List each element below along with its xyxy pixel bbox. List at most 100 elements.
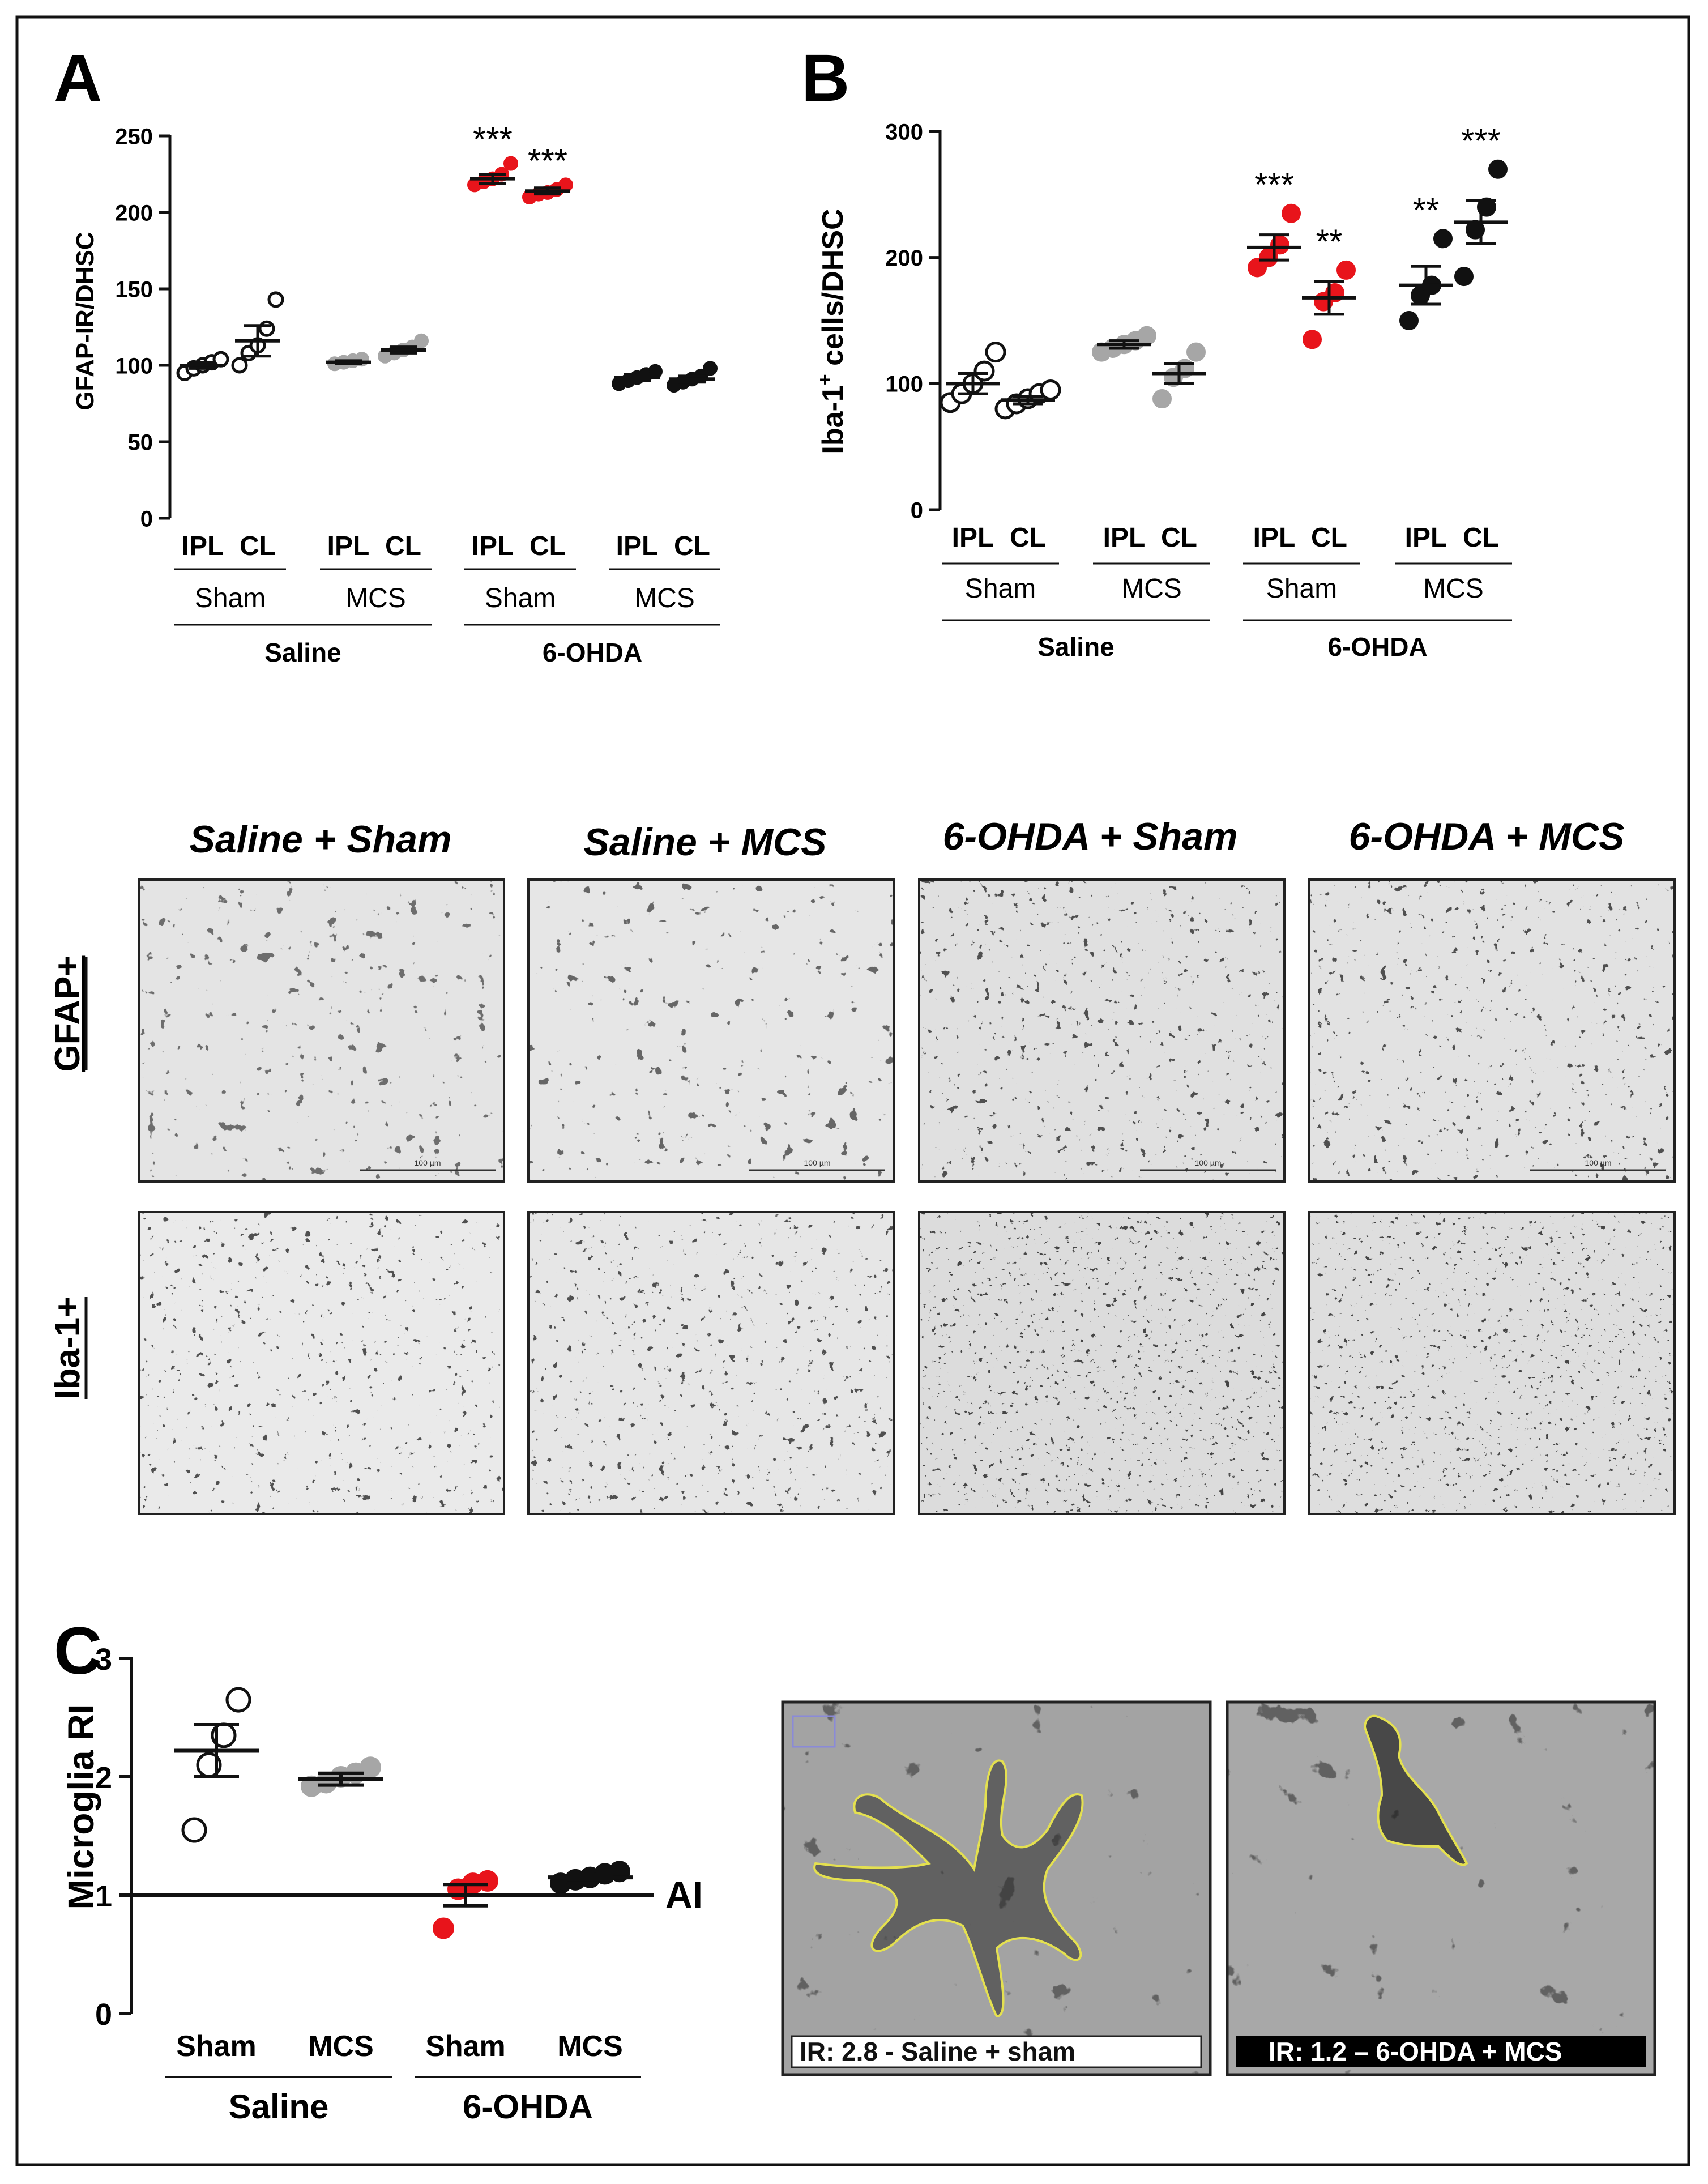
panel-b-axes <box>929 130 942 511</box>
panel-b-tick-labels: 0 100 200 300 <box>885 120 923 523</box>
scale-bar-label: 100 µm <box>415 1158 441 1167</box>
B-data-point <box>1303 330 1322 349</box>
A-data-point <box>703 361 718 376</box>
B-subgroup-label: Sham <box>1266 574 1337 604</box>
micrograph-gfap-saline-sham: 100 µm <box>138 878 505 1183</box>
scale-bar-label: 100 µm <box>1195 1158 1222 1167</box>
panel-c-mean-sem-bars <box>174 1723 633 1908</box>
A-group-label: 6-OHDA <box>543 638 642 667</box>
B-data-point <box>973 360 995 382</box>
panel-a-tick-labels: 0 50 100 150 200 250 <box>115 124 153 531</box>
B-data-point <box>1137 326 1156 345</box>
B-data-point <box>1152 389 1172 409</box>
panel-a: A 0 50 100 150 200 250 GFAP-IR/DHSC *** *** IP… <box>54 41 720 667</box>
B-data-point <box>1040 379 1061 400</box>
B-category-label: IPL <box>1253 523 1296 553</box>
A-category-label: IPL <box>327 531 370 561</box>
micrograph-iba1-saline-sham <box>138 1211 505 1515</box>
A-data-point <box>258 320 275 337</box>
panel-b-letter: B <box>801 41 849 116</box>
C-group-label: 6-OHDA <box>463 2088 593 2126</box>
C-category-label: Sham <box>425 2030 506 2063</box>
C-group-label: Saline <box>229 2088 329 2126</box>
B-category-label: IPL <box>952 523 994 553</box>
C-y-tick-label: 2 <box>95 1761 112 1795</box>
C-y-tick-label: 3 <box>95 1643 112 1677</box>
micrograph-gfap-6ohda-mcs: 100 µm <box>1308 878 1676 1183</box>
panel-b-subgroup-labels: Sham MCS Sham MCS <box>942 562 1512 604</box>
B-data-point <box>1433 229 1453 249</box>
B-data-point <box>1399 311 1419 330</box>
selection-box <box>792 1715 836 1748</box>
scale-bar-label: 100 µm <box>804 1158 831 1167</box>
A-category-label: CL <box>385 531 421 561</box>
A-significance-label: *** <box>473 121 513 159</box>
panel-a-letter: A <box>54 41 102 116</box>
A-data-point <box>414 333 429 348</box>
cell-outline-amoeboid <box>1363 1714 1468 1866</box>
panel-b-significance-labels: ********** <box>1254 122 1501 261</box>
panel-a-subgroup-labels: Sham MCS Sham MCS <box>174 568 720 613</box>
cell-outline-ramified <box>813 1759 1084 2018</box>
zoom-image-saline-sham: IR: 2.8 - Saline + sham <box>781 1700 1212 2076</box>
panel-c-category-labels: Sham MCS Sham MCS <box>176 2030 623 2063</box>
column-title-saline-mcs: Saline + MCS <box>584 821 827 864</box>
B-subgroup-label: Sham <box>965 574 1036 604</box>
zoom-image-6ohda-mcs: IR: 1.2 – 6-OHDA + MCS <box>1226 1700 1656 2076</box>
B-y-tick-label: 300 <box>885 120 923 144</box>
B-significance-label: ** <box>1316 223 1343 261</box>
B-y-tick-label: 100 <box>885 372 923 397</box>
panel-b-y-label-rest: cells/DHSC <box>817 208 849 374</box>
B-group-label: 6-OHDA <box>1327 632 1427 662</box>
C-y-tick-label: 0 <box>95 1998 112 2032</box>
zoom-caption-6ohda-mcs: IR: 1.2 – 6-OHDA + MCS <box>1269 2037 1562 2066</box>
micrograph-iba1-6ohda-mcs <box>1308 1211 1676 1515</box>
A-group-label: Saline <box>264 638 341 667</box>
B-category-label: CL <box>1311 523 1347 553</box>
B-subgroup-label: MCS <box>1121 574 1182 604</box>
B-data-point <box>1336 260 1356 280</box>
C-y-tick-label: 1 <box>95 1879 112 1913</box>
B-significance-label: ** <box>1413 191 1440 229</box>
figure-frame <box>15 15 1690 2166</box>
A-category-label: IPL <box>616 531 659 561</box>
A-subgroup-label: MCS <box>634 583 695 613</box>
B-category-label: CL <box>1010 523 1046 553</box>
A-subgroup-label: Sham <box>485 583 556 613</box>
C-category-label: Sham <box>176 2030 257 2063</box>
A-category-label: CL <box>674 531 710 561</box>
micrograph-gfap-saline-mcs: 100 µm <box>527 878 895 1183</box>
micrograph-gfap-6ohda-sham: 100 µm <box>918 878 1286 1183</box>
B-category-label: CL <box>1463 523 1499 553</box>
B-category-label: IPL <box>1103 523 1146 553</box>
A-category-label: IPL <box>472 531 514 561</box>
panel-c-data-points <box>181 1687 630 1939</box>
A-y-tick-label: 250 <box>115 124 153 149</box>
B-category-label: IPL <box>1405 523 1447 553</box>
B-data-point <box>985 342 1006 363</box>
panel-b-y-axis-label: Iba-1+ cells/DHSC <box>814 208 849 454</box>
B-data-point <box>1488 159 1508 179</box>
A-data-point <box>267 291 284 308</box>
B-data-point <box>1454 267 1474 287</box>
A-y-tick-label: 150 <box>115 277 153 302</box>
B-subgroup-label: MCS <box>1423 574 1484 604</box>
C-data-point <box>433 1917 454 1939</box>
C-data-point <box>477 1870 498 1892</box>
column-title-saline-sham: Saline + Sham <box>190 818 452 861</box>
A-category-label: CL <box>530 531 566 561</box>
C-category-label: MCS <box>557 2030 623 2063</box>
A-y-tick-label: 200 <box>115 201 153 225</box>
panel-c: C 0 1 2 3 Microglia RI AI Sham MCS Sham MCS Sa… <box>54 1614 703 2126</box>
panel-b-group-labels: Saline 6-OHDA <box>942 619 1512 662</box>
A-y-tick-label: 100 <box>115 353 153 378</box>
A-category-label: CL <box>240 531 276 561</box>
B-group-label: Saline <box>1037 632 1115 662</box>
micrograph-iba1-6ohda-sham <box>918 1211 1286 1515</box>
C-data-point <box>181 1817 207 1843</box>
A-subgroup-label: Sham <box>195 583 266 613</box>
column-title-6ohda-sham: 6-OHDA + Sham <box>943 815 1238 858</box>
panel-b-mean-sem-bars <box>946 199 1508 406</box>
zoom-caption-saline-sham: IR: 2.8 - Saline + sham <box>800 2037 1075 2066</box>
